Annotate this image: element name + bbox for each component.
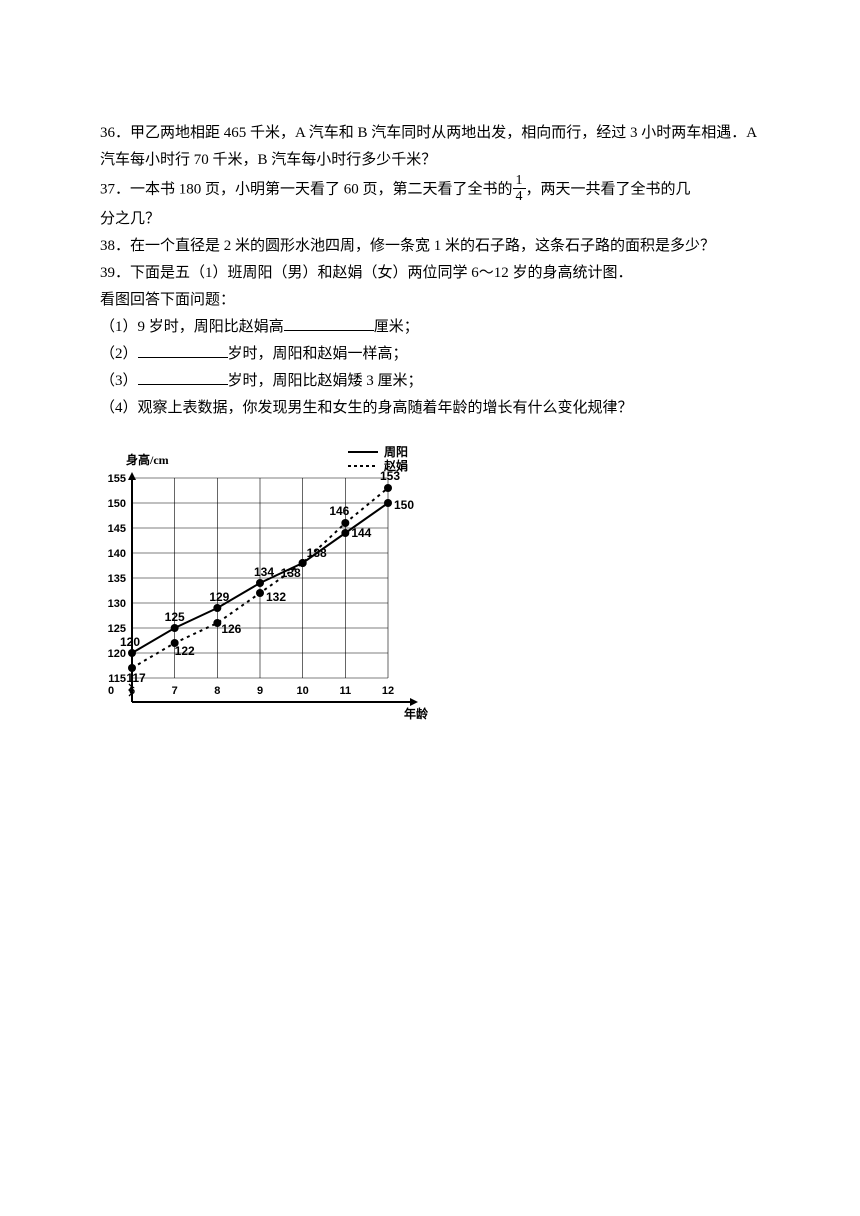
svg-text:155: 155 (108, 473, 126, 485)
question-36: 36．甲乙两地相距 465 千米，A 汽车和 B 汽车同时从两地出发，相向而行，… (100, 120, 760, 174)
svg-text:135: 135 (108, 573, 126, 585)
question-39-intro: 39．下面是五（1）班周阳（男）和赵娟（女）两位同学 6～12 岁的身高统计图． (100, 260, 760, 287)
question-39-prompt: 看图回答下面问题： (100, 287, 760, 314)
q38-text: 38．在一个直径是 2 米的圆形水池四周，修一条宽 1 米的石子路，这条石子路的… (100, 238, 715, 254)
svg-text:11: 11 (340, 685, 352, 697)
svg-text:12: 12 (382, 685, 394, 697)
q37-after: ，两天一共看了全书的几 (526, 181, 691, 197)
q39-sub4: （4）观察上表数据，你发现男生和女生的身高随着年龄的增长有什么变化规律？ (100, 395, 760, 422)
blank-2[interactable] (138, 343, 228, 358)
blank-3[interactable] (138, 370, 228, 385)
svg-text:年龄: 年龄 (404, 706, 428, 721)
svg-text:132: 132 (266, 590, 286, 604)
q39-sub1: （1）9 岁时，周阳比赵娟高 厘米； (100, 314, 760, 341)
q39-sub3: （3） 岁时，周阳比赵娟矮 3 厘米； (100, 368, 760, 395)
q36-text: 36．甲乙两地相距 465 千米，A 汽车和 B 汽车同时从两地出发，相向而行，… (100, 125, 756, 168)
svg-text:130: 130 (108, 598, 126, 610)
svg-text:8: 8 (214, 685, 220, 697)
q39-sub4: （4）观察上表数据，你发现男生和女生的身高随着年龄的增长有什么变化规律？ (100, 400, 633, 416)
blank-1[interactable] (284, 316, 374, 331)
svg-text:126: 126 (221, 622, 241, 636)
svg-text:125: 125 (108, 623, 126, 635)
svg-text:140: 140 (108, 548, 126, 560)
svg-text:138: 138 (281, 566, 301, 580)
q39-sub1-a: （1）9 岁时，周阳比赵娟高 (100, 319, 284, 335)
svg-text:146: 146 (329, 504, 349, 518)
svg-text:120: 120 (120, 635, 140, 649)
svg-text:117: 117 (126, 671, 146, 685)
svg-text:134: 134 (254, 565, 274, 579)
height-line-chart: 身高/cm周阳赵娟1151201251301351401451501556789… (88, 442, 428, 742)
svg-text:周阳: 周阳 (384, 444, 408, 459)
svg-text:129: 129 (209, 590, 229, 604)
svg-text:145: 145 (108, 523, 126, 535)
svg-text:0: 0 (108, 685, 114, 697)
chart-svg: 身高/cm周阳赵娟1151201251301351401451501556789… (88, 442, 428, 742)
q37-before: 37．一本书 180 页，小明第一天看了 60 页，第二天看了全书的 (100, 181, 513, 197)
svg-text:138: 138 (307, 546, 327, 560)
svg-text:144: 144 (351, 526, 371, 540)
q39-sub2-b: 岁时，周阳和赵娟一样高； (228, 346, 408, 362)
q39-sub2-a: （2） (100, 346, 138, 362)
svg-text:115: 115 (108, 673, 126, 685)
q39-sub3-b: 岁时，周阳比赵娟矮 3 厘米； (228, 373, 423, 389)
fraction-numerator: 1 (513, 173, 526, 189)
svg-text:120: 120 (108, 648, 126, 660)
question-37-line2: 分之几？ (100, 206, 760, 233)
fraction-denominator: 4 (513, 189, 526, 204)
svg-text:150: 150 (108, 498, 126, 510)
question-37: 37．一本书 180 页，小明第一天看了 60 页，第二天看了全书的14，两天一… (100, 174, 760, 206)
question-38: 38．在一个直径是 2 米的圆形水池四周，修一条宽 1 米的石子路，这条石子路的… (100, 233, 760, 260)
svg-text:153: 153 (380, 469, 400, 483)
svg-text:7: 7 (172, 685, 178, 697)
svg-text:150: 150 (394, 498, 414, 512)
chart-container: 身高/cm周阳赵娟1151201251301351401451501556789… (88, 442, 760, 742)
q37-line2: 分之几？ (100, 211, 160, 227)
svg-text:身高/cm: 身高/cm (126, 452, 169, 467)
svg-text:125: 125 (165, 610, 185, 624)
q39-prompt: 看图回答下面问题： (100, 292, 235, 308)
q39-sub1-b: 厘米； (374, 319, 419, 335)
svg-text:9: 9 (257, 685, 263, 697)
svg-text:122: 122 (175, 644, 195, 658)
svg-text:10: 10 (297, 685, 309, 697)
q39-sub3-a: （3） (100, 373, 138, 389)
q39-sub2: （2） 岁时，周阳和赵娟一样高； (100, 341, 760, 368)
fraction-1-4: 14 (513, 173, 526, 205)
q39-intro: 39．下面是五（1）班周阳（男）和赵娟（女）两位同学 6～12 岁的身高统计图． (100, 265, 633, 281)
